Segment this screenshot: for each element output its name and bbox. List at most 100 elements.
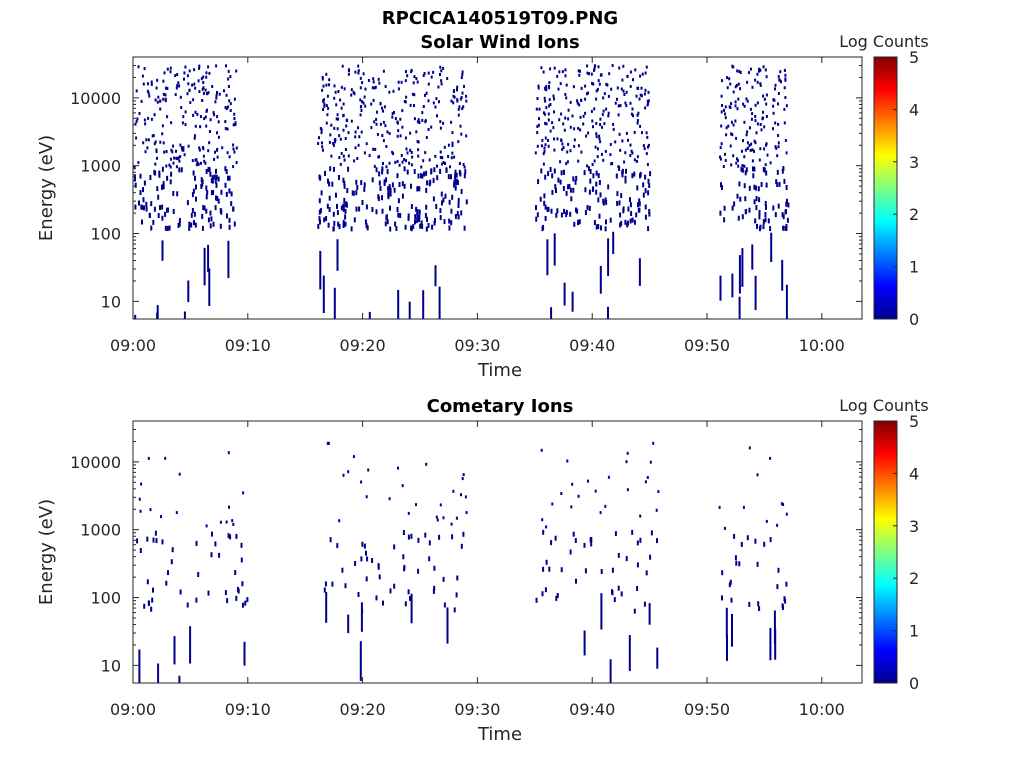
data-mark (736, 157, 738, 161)
data-mark (784, 78, 787, 82)
data-mark (755, 185, 757, 191)
data-mark (598, 82, 601, 86)
data-mark (461, 477, 464, 481)
data-mark (593, 159, 596, 163)
data-mark (562, 122, 565, 126)
data-mark (350, 226, 353, 232)
data-mark (437, 85, 440, 89)
data-mark (392, 89, 395, 93)
data-mark (536, 131, 539, 135)
data-mark (134, 176, 136, 182)
data-mark (643, 92, 646, 96)
data-mark (720, 110, 723, 114)
data-mark (421, 118, 424, 122)
data-mark (430, 75, 433, 79)
data-mark (596, 155, 599, 159)
data-mark (549, 129, 552, 133)
data-mark (629, 154, 632, 157)
data-mark (429, 179, 432, 185)
data-mark (459, 124, 462, 128)
data-mark (439, 126, 442, 130)
data-mark (365, 576, 368, 582)
data-mark (645, 570, 648, 576)
data-mark (758, 197, 761, 203)
data-mark (753, 184, 756, 190)
data-mark (460, 96, 463, 99)
data-mark (240, 557, 243, 563)
data-mark (551, 189, 554, 195)
data-mark (645, 152, 648, 156)
data-mark (774, 87, 776, 91)
data-mark (593, 220, 596, 225)
data-mark (624, 101, 627, 105)
data-mark (647, 178, 650, 184)
data-mark (409, 148, 412, 152)
data-mark (228, 175, 231, 181)
data-mark (332, 143, 335, 147)
data-mark (741, 248, 744, 287)
data-mark (151, 134, 154, 138)
data-mark (346, 119, 349, 122)
data-mark (416, 186, 419, 191)
data-mark (143, 205, 145, 211)
data-mark (719, 157, 722, 161)
data-mark (556, 593, 559, 598)
data-mark (328, 195, 331, 201)
data-mark (384, 85, 387, 88)
data-mark (460, 210, 463, 216)
data-mark (144, 150, 147, 154)
data-mark (371, 177, 374, 183)
data-mark (758, 67, 761, 71)
data-mark (562, 146, 565, 150)
data-mark (375, 122, 378, 126)
data-mark (164, 225, 167, 231)
data-mark (161, 166, 164, 172)
data-mark (382, 109, 384, 113)
data-mark (569, 549, 572, 555)
data-mark (453, 607, 456, 613)
data-mark (736, 69, 739, 73)
data-mark (354, 70, 357, 74)
data-mark (568, 183, 571, 189)
data-mark (735, 136, 738, 140)
data-mark (756, 122, 759, 126)
data-mark (214, 178, 217, 184)
data-mark (174, 93, 177, 97)
data-mark (599, 123, 602, 126)
data-mark (330, 123, 333, 127)
data-mark (769, 627, 772, 661)
data-mark (759, 224, 762, 230)
data-mark (616, 97, 618, 101)
data-mark (194, 175, 196, 181)
data-mark (221, 146, 224, 150)
data-mark (427, 128, 430, 131)
data-mark (319, 127, 322, 130)
data-mark (588, 205, 591, 211)
data-mark (325, 592, 328, 623)
data-mark (200, 161, 202, 165)
data-mark (154, 530, 157, 536)
data-mark (148, 212, 151, 218)
data-mark (719, 210, 722, 216)
colorbar-tick-label: 4 (909, 464, 919, 483)
data-mark (244, 600, 247, 606)
data-mark (135, 119, 138, 123)
data-mark (154, 162, 157, 166)
data-mark (725, 607, 728, 638)
colorbar-tick-label: 2 (909, 569, 919, 588)
data-mark (322, 275, 325, 313)
data-mark (169, 179, 172, 185)
data-mark (644, 106, 647, 110)
data-mark (643, 601, 646, 607)
data-mark (439, 503, 442, 507)
data-mark (152, 587, 154, 593)
data-mark (451, 534, 454, 540)
data-mark (783, 107, 786, 111)
data-mark (356, 157, 359, 160)
data-mark (782, 225, 785, 231)
data-mark (422, 159, 425, 163)
data-mark (443, 145, 446, 149)
data-mark (456, 210, 459, 216)
colorbar-tick-label: 5 (909, 48, 919, 67)
